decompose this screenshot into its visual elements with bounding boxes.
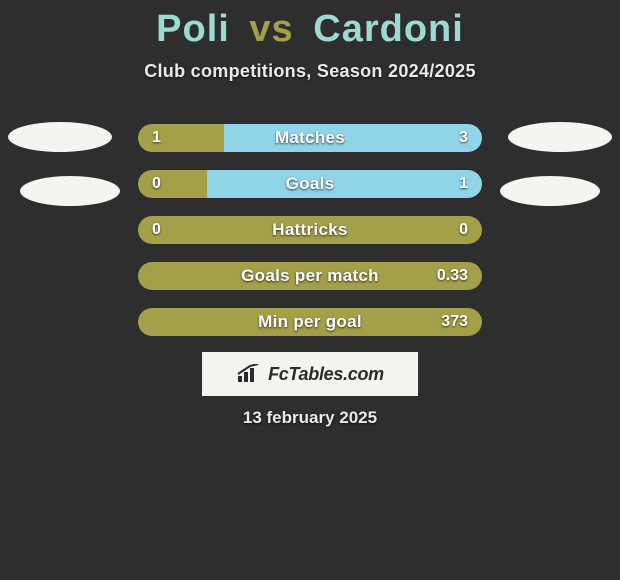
page-title: Poli vs Cardoni [0,0,620,51]
bar-label: Goals [138,170,482,198]
crest-player-2-b [500,176,600,206]
bar-value-right: 1 [445,170,482,198]
brand-text: FcTables.com [268,364,384,385]
infographic-root: Poli vs Cardoni Club competitions, Seaso… [0,0,620,580]
crest-player-1-b [20,176,120,206]
bar-value-right: 373 [427,308,482,336]
bar-value-right: 0 [445,216,482,244]
title-player-1: Poli [156,8,230,50]
crest-player-2-a [508,122,612,152]
brand-badge[interactable]: FcTables.com [202,352,418,396]
title-vs: vs [249,8,293,50]
stat-bars: 1 Matches 3 0 Goals 1 0 Hattricks 0 Goal… [138,124,482,354]
bar-label: Matches [138,124,482,152]
stat-bar-min-per-goal: Min per goal 373 [138,308,482,336]
bar-chart-icon [236,364,262,384]
stat-bar-hattricks: 0 Hattricks 0 [138,216,482,244]
bar-label: Hattricks [138,216,482,244]
title-player-2: Cardoni [313,8,464,50]
bar-value-right: 3 [445,124,482,152]
stat-bar-matches: 1 Matches 3 [138,124,482,152]
date-label: 13 february 2025 [0,408,620,428]
stat-bar-goals-per-match: Goals per match 0.33 [138,262,482,290]
bar-value-right: 0.33 [423,262,482,290]
stat-bar-goals: 0 Goals 1 [138,170,482,198]
crest-player-1-a [8,122,112,152]
subtitle: Club competitions, Season 2024/2025 [0,61,620,82]
